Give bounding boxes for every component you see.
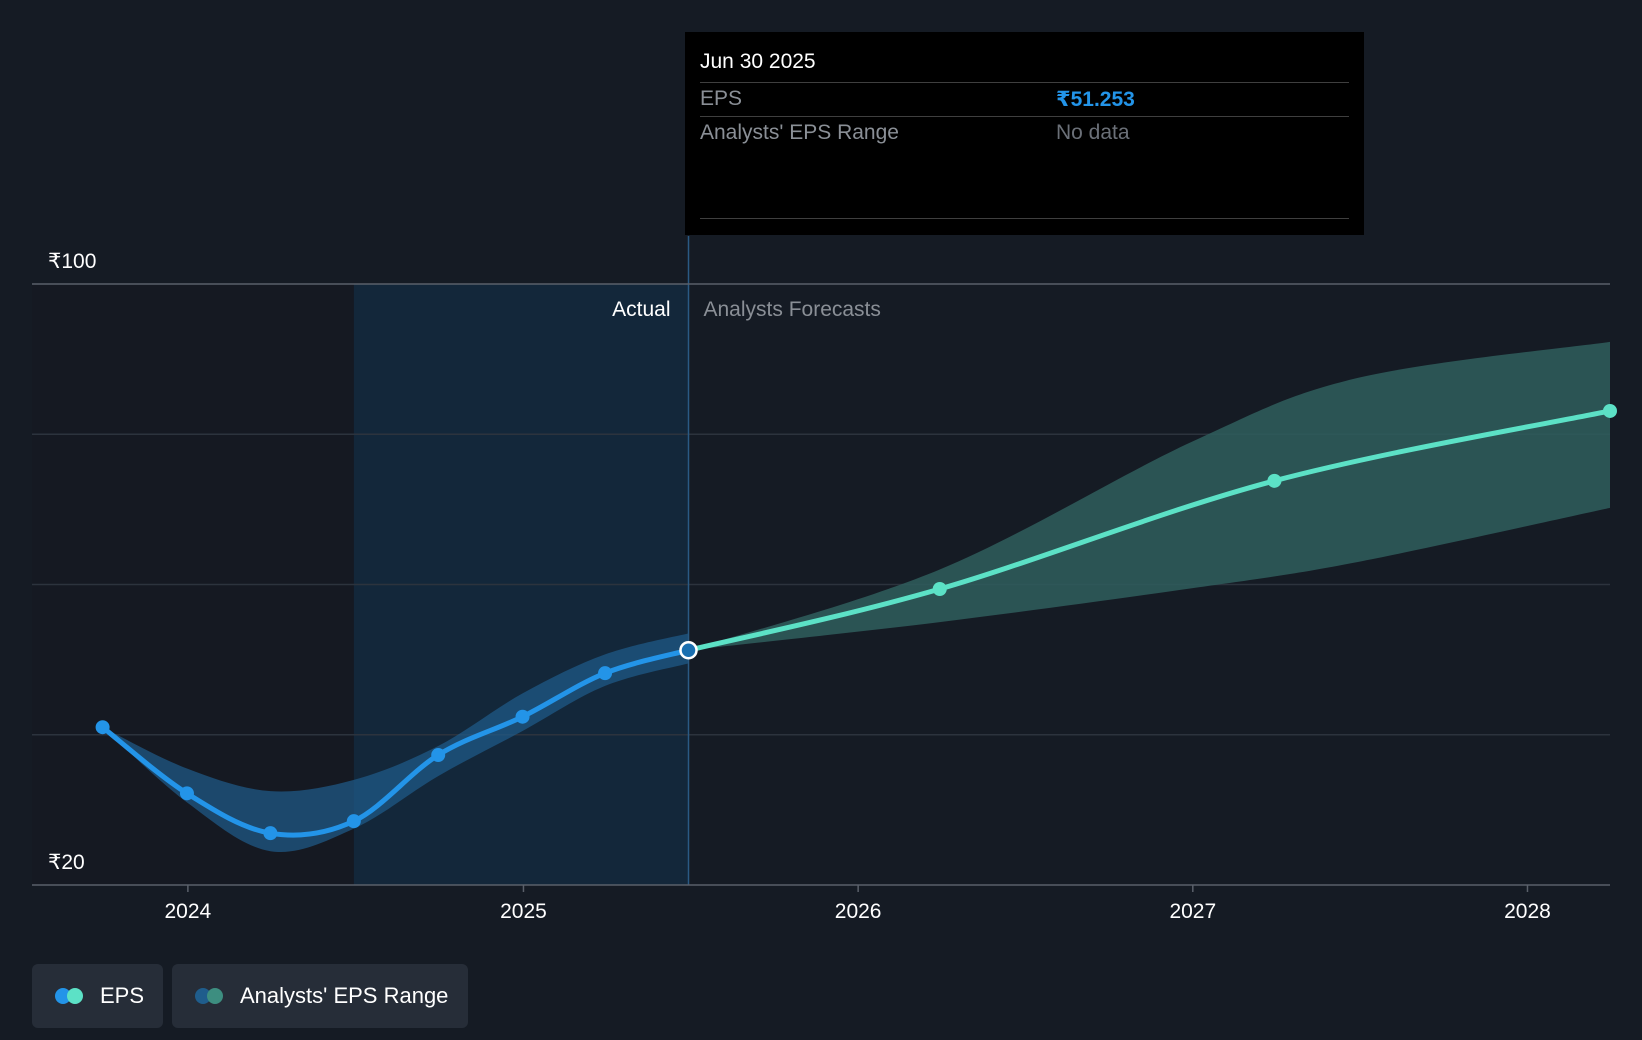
- x-tick-label: 2025: [500, 900, 547, 923]
- eps-actual-point[interactable]: [598, 666, 613, 681]
- actual-label: Actual: [612, 298, 670, 321]
- eps-actual-point[interactable]: [263, 826, 278, 841]
- x-tick-label: 2026: [835, 900, 882, 923]
- tooltip-divider: [700, 116, 1349, 117]
- forecast-label: Analysts Forecasts: [704, 298, 881, 321]
- tooltip-divider: [700, 218, 1349, 219]
- eps-forecast-line: [686, 408, 1613, 653]
- legend-item-eps[interactable]: EPS: [32, 964, 163, 1028]
- eps-actual-point[interactable]: [515, 709, 530, 724]
- legend-eps-label: EPS: [100, 983, 145, 1008]
- range-legend-dot-forecast: [207, 988, 223, 1004]
- eps-forecast-point[interactable]: [1267, 473, 1282, 488]
- eps-tooltip: Jun 30 2025 EPS ₹51.253 Analysts' EPS Ra…: [685, 32, 1364, 235]
- eps-actual-point[interactable]: [179, 786, 194, 801]
- y-tick-label: ₹20: [48, 851, 85, 874]
- eps-actual-point[interactable]: [95, 720, 110, 735]
- actual-eps-range-band: [102, 633, 689, 852]
- x-tick-label: 2024: [165, 900, 212, 923]
- eps-actual-point[interactable]: [346, 814, 361, 829]
- x-tick-label: 2028: [1504, 900, 1551, 923]
- eps-actual-point[interactable]: [431, 748, 446, 763]
- tooltip-range-label: Analysts' EPS Range: [700, 121, 899, 144]
- tooltip-date: Jun 30 2025: [700, 50, 816, 73]
- tooltip-eps-label: EPS: [700, 87, 743, 110]
- forecast-eps-range-band: [688, 341, 1610, 651]
- legend-item-eps-range[interactable]: Analysts' EPS Range: [172, 964, 468, 1028]
- eps-legend-dot-forecast: [67, 988, 83, 1004]
- tooltip-divider: [700, 82, 1349, 83]
- eps-forecast-point[interactable]: [932, 582, 947, 597]
- y-tick-label: ₹100: [48, 250, 96, 273]
- tooltip-eps-value: ₹51.253: [1056, 88, 1135, 111]
- eps-forecast-point[interactable]: [1603, 403, 1617, 418]
- x-tick-label: 2027: [1169, 900, 1216, 923]
- legend-range-label: Analysts' EPS Range: [240, 983, 449, 1008]
- tooltip-range-value: No data: [1056, 121, 1130, 144]
- eps-highlighted-point[interactable]: [679, 640, 698, 660]
